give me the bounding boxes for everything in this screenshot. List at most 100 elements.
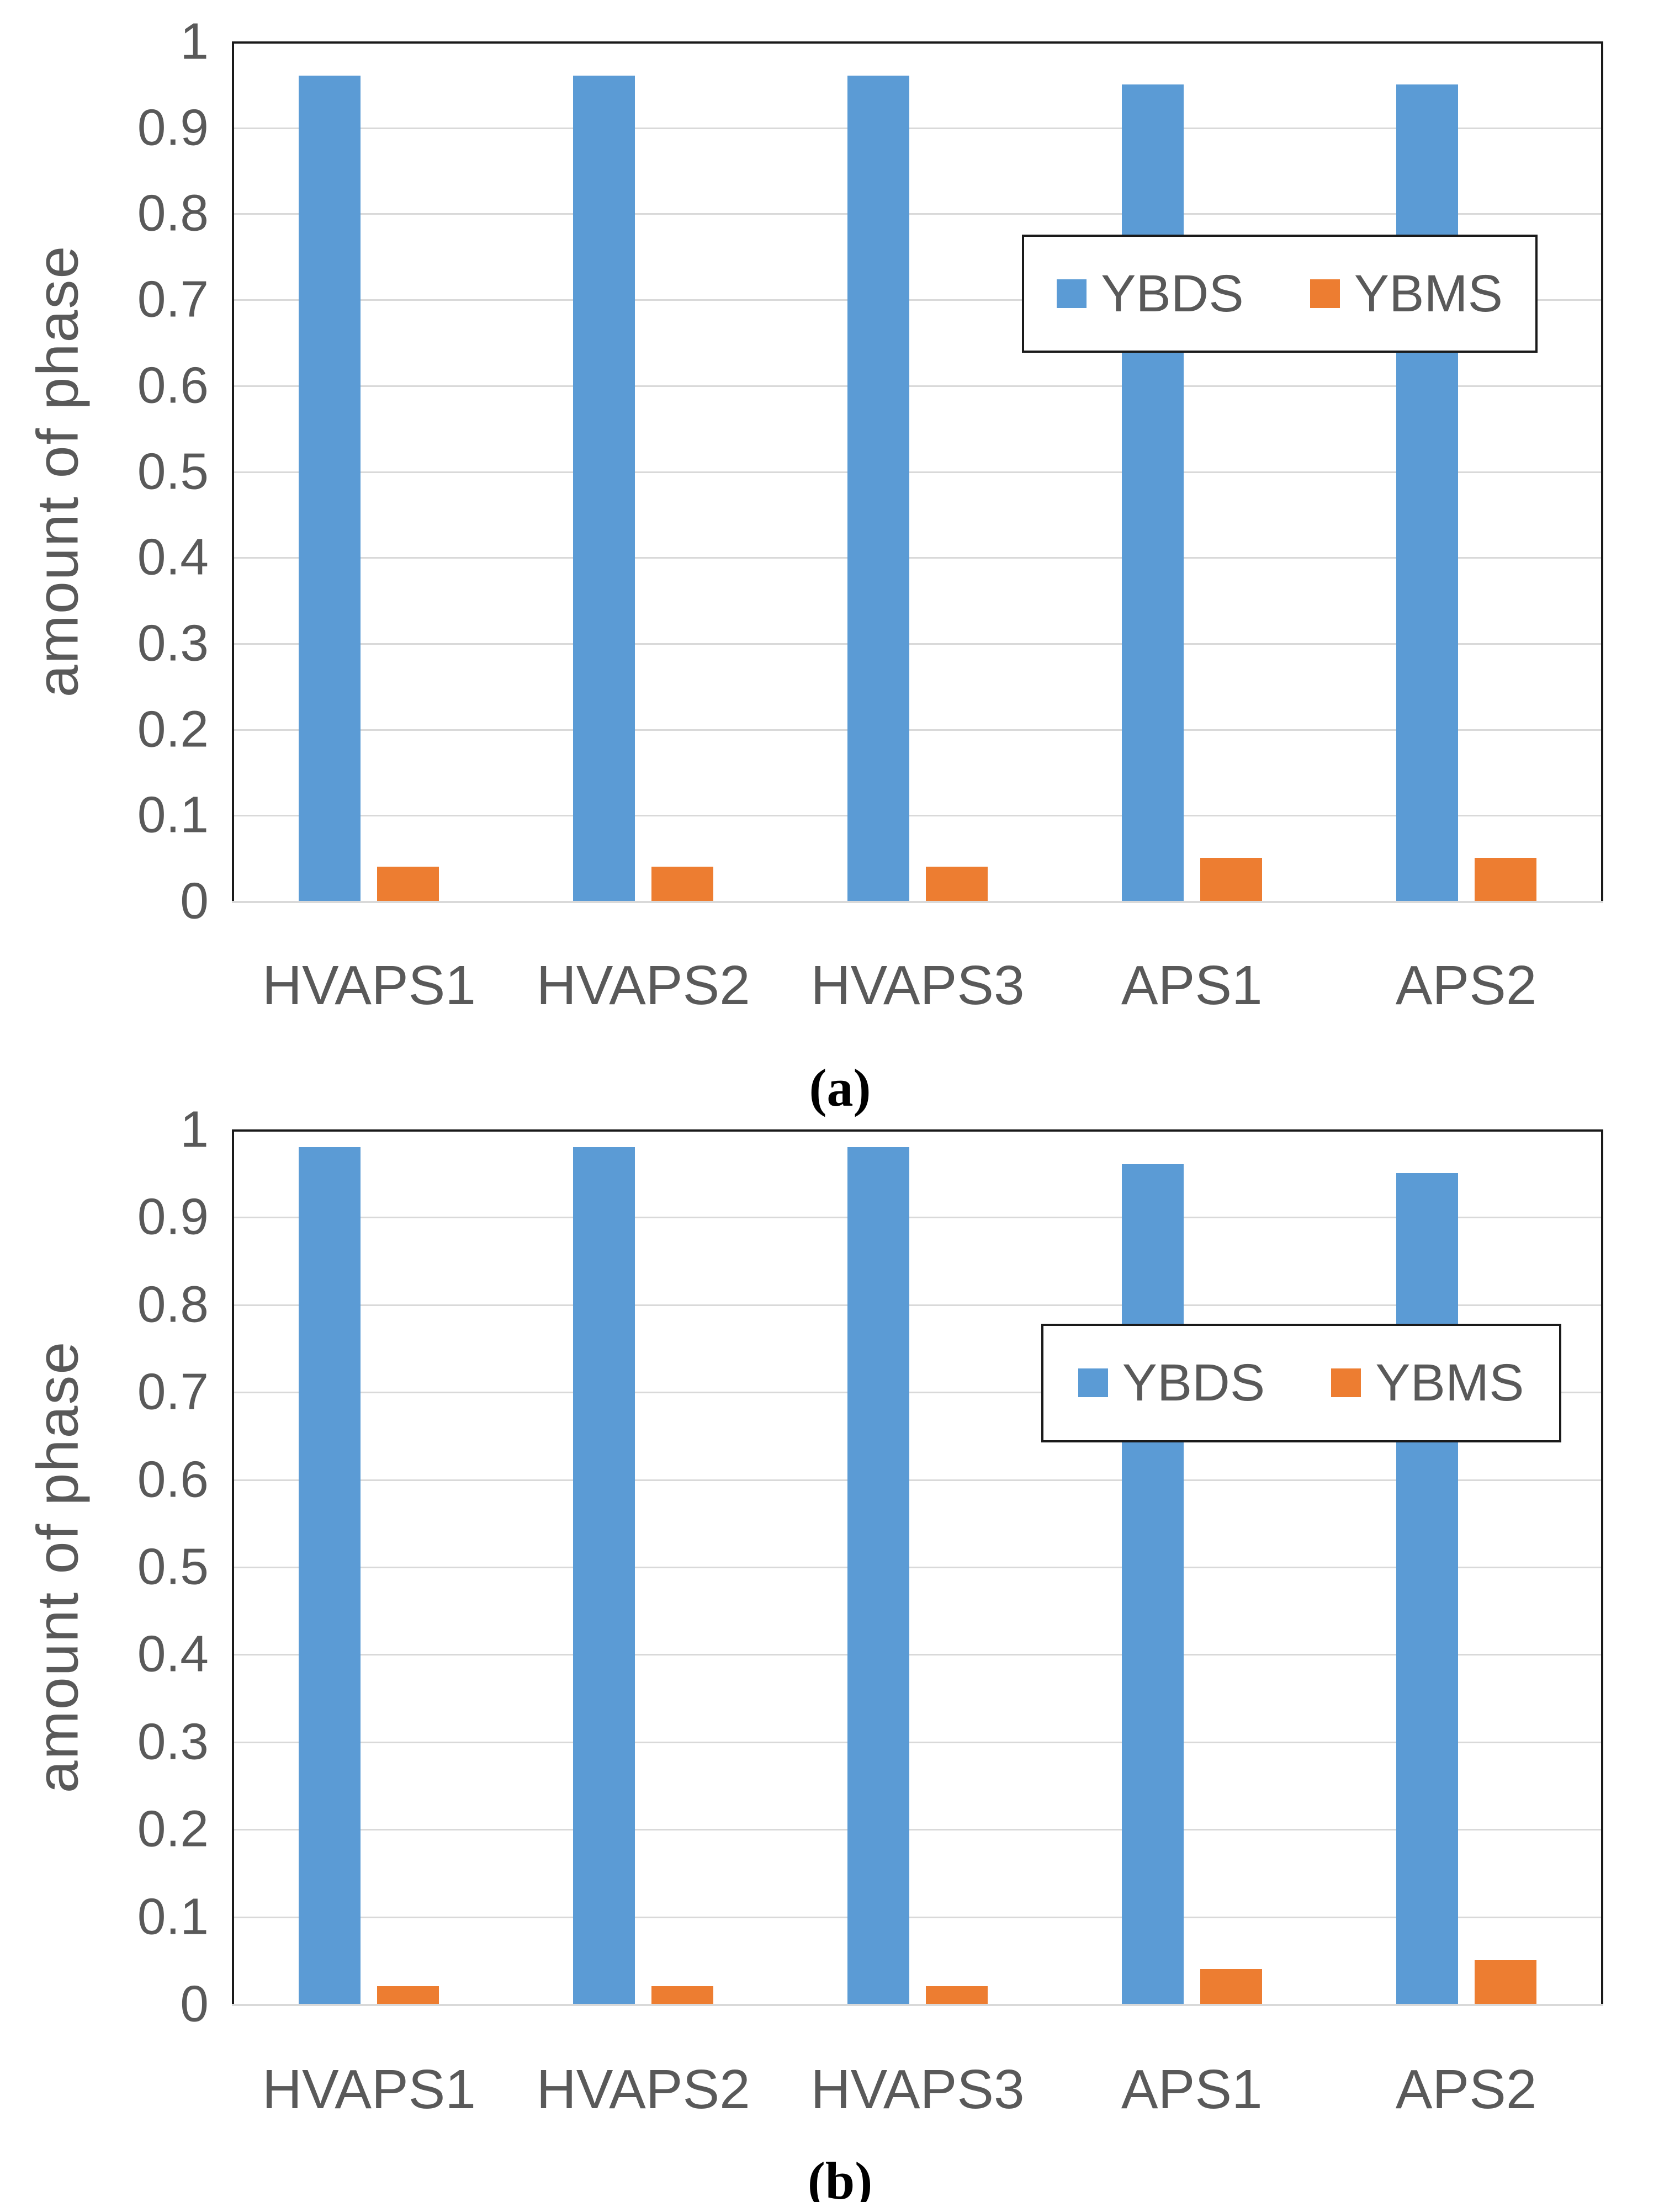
y-tick-label: 0.4 (137, 1625, 209, 1683)
gridline (232, 1392, 1603, 1394)
x-tick-label-hvaps2: HVAPS2 (536, 2058, 750, 2120)
y-tick-label: 0.6 (137, 356, 209, 414)
y-tick-label: 0.7 (137, 1362, 209, 1420)
y-tick-label: 0.5 (137, 442, 209, 500)
bar-ybds-aps1 (1121, 1164, 1184, 2004)
bar-group-hvaps1 (232, 1129, 506, 2004)
x-tick-label-hvaps3: HVAPS3 (810, 2058, 1025, 2120)
bar-ybms-aps2 (1474, 1960, 1536, 2004)
gridline (232, 1567, 1603, 1568)
chart-panel-a: amount of phase 1 0.9 0.8 0.7 0.6 0.5 0.4 0.3 0.… (25, 12, 1603, 1117)
bar-ybms-aps2 (1474, 858, 1536, 901)
y-tick-label: 0.3 (137, 614, 209, 672)
legend: YBDS YBMS (1041, 1323, 1561, 1443)
bar-ybds-hvaps2 (573, 76, 635, 901)
gridline (232, 127, 1603, 129)
x-axis-labels: HVAPS1 HVAPS2 HVAPS3 APS1 APS2 (232, 944, 1603, 1027)
bar-ybds-aps1 (1121, 84, 1184, 901)
legend-label: YBDS (1101, 264, 1244, 323)
panel-label-a: (a) (809, 1058, 871, 1117)
bar-group-hvaps3 (781, 1129, 1055, 2004)
bar-ybms-hvaps2 (651, 1986, 714, 2004)
x-tick-label-hvaps3: HVAPS3 (810, 954, 1025, 1016)
x-tick-label-aps2: APS2 (1395, 2058, 1537, 2120)
bar-ybds-hvaps2 (573, 1147, 635, 2004)
y-tick-label: 0.1 (137, 786, 209, 843)
bar-ybms-hvaps3 (925, 1986, 988, 2004)
bar-ybds-aps2 (1396, 1173, 1458, 2004)
bar-group-hvaps2 (506, 1129, 781, 2004)
x-axis-labels: HVAPS1 HVAPS2 HVAPS3 APS1 APS2 (232, 2048, 1603, 2131)
y-tick-label: 0 (180, 1975, 209, 2033)
plot-area: YBDS YBMS (232, 1129, 1603, 2006)
y-axis-ticks: 1 0.9 0.8 0.7 0.6 0.5 0.4 0.3 0.2 0.1 0 (0, 1101, 209, 2033)
y-tick-label: 0.2 (137, 1800, 209, 1858)
gridline (232, 557, 1603, 559)
legend-entry-ybds: YBDS (1057, 264, 1244, 324)
gridline (232, 1654, 1603, 1656)
x-tick-label-hvaps2: HVAPS2 (536, 954, 750, 1016)
x-tick-label-aps1: APS1 (1121, 954, 1263, 1016)
legend-label: YBMS (1375, 1353, 1524, 1412)
gridline (232, 213, 1603, 215)
legend-swatch-icon (1331, 1368, 1361, 1398)
y-tick-label: 0.5 (137, 1537, 209, 1595)
bar-ybms-hvaps2 (651, 866, 714, 901)
bar-group-aps2 (1329, 41, 1603, 901)
y-tick-label: 0.8 (137, 1275, 209, 1333)
gridline (232, 1479, 1603, 1481)
x-axis-line (232, 2004, 1603, 2006)
bars-layer (232, 1129, 1603, 2004)
legend-label: YBDS (1122, 1353, 1265, 1412)
legend-swatch-icon (1057, 279, 1087, 309)
bar-ybms-hvaps1 (377, 866, 439, 901)
x-tick-label-aps1: APS1 (1121, 2058, 1263, 2120)
bar-ybms-hvaps1 (377, 1986, 439, 2004)
gridline (232, 1741, 1603, 1743)
panel-label-b: (b) (807, 2151, 873, 2202)
y-tick-label: 0.6 (137, 1450, 209, 1508)
y-tick-label: 0.9 (137, 1187, 209, 1245)
y-tick-label: 0.3 (137, 1712, 209, 1770)
gridline (232, 1829, 1603, 1831)
y-tick-label: 0.2 (137, 700, 209, 758)
bar-group-aps1 (1054, 41, 1329, 901)
y-tick-label: 0.8 (137, 184, 209, 242)
y-tick-label: 0.4 (137, 528, 209, 586)
gridline (232, 1304, 1603, 1306)
legend-label: YBMS (1354, 264, 1503, 323)
bar-group-hvaps1 (232, 41, 506, 901)
y-tick-label: 1 (180, 12, 209, 70)
y-tick-label: 0.7 (137, 270, 209, 328)
gridline (232, 815, 1603, 817)
legend-entry-ybms: YBMS (1310, 264, 1503, 324)
x-axis-line (232, 901, 1603, 903)
bar-ybds-hvaps3 (847, 76, 909, 901)
bar-ybds-hvaps1 (299, 1147, 361, 2004)
y-tick-label: 0 (180, 872, 209, 930)
bar-group-aps2 (1329, 1129, 1603, 2004)
gridline (232, 1916, 1603, 1918)
legend-entry-ybms: YBMS (1331, 1353, 1524, 1413)
gridline (232, 643, 1603, 645)
chart-panel-b: amount of phase 1 0.9 0.8 0.7 0.6 0.5 0.4 0.3 0.… (0, 1101, 1680, 2202)
bar-ybds-hvaps3 (847, 1147, 909, 2004)
bar-group-aps1 (1054, 1129, 1329, 2004)
bar-ybds-aps2 (1396, 84, 1458, 901)
legend-entry-ybds: YBDS (1078, 1353, 1265, 1413)
x-tick-label-hvaps1: HVAPS1 (262, 954, 476, 1016)
bar-group-hvaps2 (506, 41, 781, 901)
y-tick-label: 0.9 (137, 98, 209, 156)
x-tick-label-aps2: APS2 (1395, 954, 1537, 1016)
plot-area: YBDS YBMS (232, 41, 1603, 903)
bars-layer (232, 41, 1603, 901)
bar-ybds-hvaps1 (299, 76, 361, 901)
legend: YBDS YBMS (1021, 235, 1538, 353)
gridline (232, 1217, 1603, 1219)
bar-ybms-aps1 (1200, 1968, 1262, 2004)
y-tick-label: 0.1 (137, 1887, 209, 1945)
gridline (232, 471, 1603, 473)
bar-ybms-hvaps3 (925, 866, 988, 901)
y-tick-label: 1 (180, 1100, 209, 1158)
